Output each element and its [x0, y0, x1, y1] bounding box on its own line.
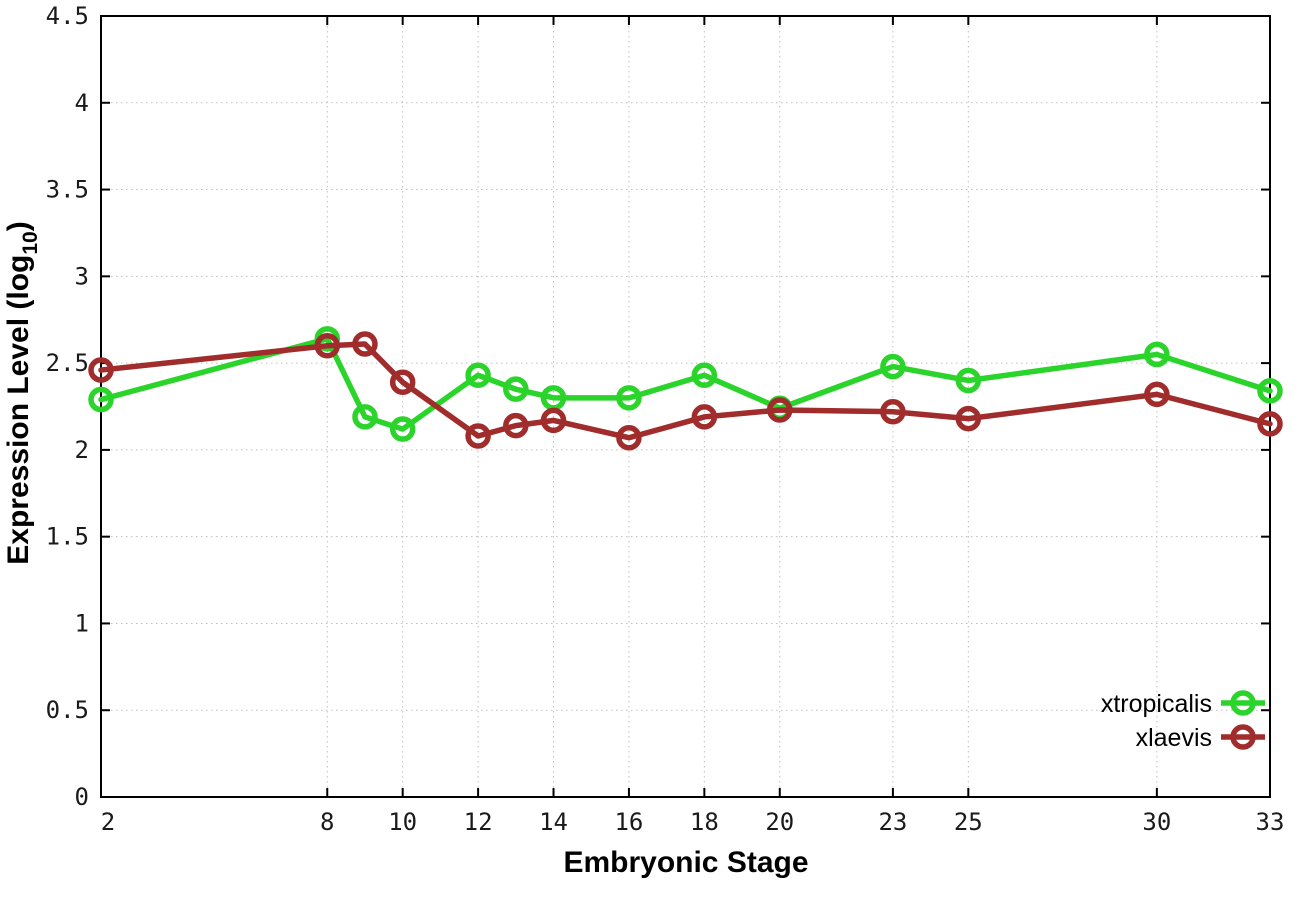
tick-labels: 0 0.5 1 1.5 2 2.5 3 3.5 4 4.5 2 8 10 12 14 16 18 20 23 25 30…: [46, 2, 1285, 836]
data-point-xtropicalis-stage-12: [465, 362, 491, 389]
data-point-xlaevis-stage-9: [352, 331, 378, 357]
data-point-xlaevis-stage-10: [389, 369, 416, 395]
x-tick-label: 33: [1256, 808, 1285, 836]
data-point-xlaevis-stage-8: [314, 333, 341, 359]
x-tick-label: 30: [1142, 808, 1171, 836]
series-line-xtropicalis: [98, 336, 1273, 432]
data-point-xlaevis-stage-23: [880, 398, 906, 425]
y-tick-label: 4.5: [46, 2, 89, 30]
y-tick-label: 0.5: [46, 696, 89, 724]
y-axis-title: Expression Level (log10): [2, 221, 42, 564]
legend: xtropicalis xlaevis: [1101, 690, 1265, 752]
data-point-xtropicalis-stage-2: [88, 386, 114, 413]
data-point-xtropicalis-stage-25: [955, 367, 982, 394]
data-point-xlaevis-stage-14: [540, 407, 567, 434]
y-tick-label: 2: [75, 436, 89, 464]
x-tick-label: 14: [539, 808, 568, 836]
data-point-xtropicalis-stage-13: [503, 376, 529, 402]
x-tick-label: 23: [878, 808, 907, 836]
y-axis-title-subscript: 10: [19, 231, 42, 254]
legend-label-xtropicalis: xtropicalis: [1101, 690, 1212, 718]
y-tick-label: 2.5: [46, 349, 89, 377]
data-point-xtropicalis-stage-30: [1144, 341, 1170, 368]
data-point-xtropicalis-stage-33: [1257, 378, 1283, 404]
x-tick-label: 18: [690, 808, 719, 836]
y-tick-label: 3.5: [46, 176, 89, 204]
x-tick-label: 25: [954, 808, 983, 836]
x-tick-label: 20: [765, 808, 794, 836]
y-tick-label: 3: [75, 262, 89, 290]
data-point-xlaevis-stage-13: [503, 412, 529, 439]
xtropicalis-marker-icon: [1221, 690, 1265, 716]
data-point-xlaevis-stage-30: [1144, 381, 1170, 408]
data-point-xlaevis-stage-16: [616, 424, 642, 451]
data-point-xtropicalis-stage-16: [616, 385, 642, 411]
data-point-xlaevis-stage-2: [88, 357, 114, 383]
data-point-xlaevis-stage-18: [691, 404, 718, 430]
xlaevis-marker-icon: [1221, 724, 1265, 750]
y-axis-title-text: Expression Level (log: [2, 255, 35, 565]
data-point-xlaevis-stage-33: [1257, 411, 1283, 437]
x-tick-label: 12: [464, 808, 493, 836]
data-point-xtropicalis-stage-9: [352, 404, 378, 430]
x-axis-title: Embryonic Stage: [563, 846, 808, 879]
y-tick-label: 1.5: [46, 523, 89, 551]
y-tick-label: 0: [75, 783, 89, 811]
data-point-xtropicalis-stage-18: [691, 362, 718, 389]
y-tick-label: 4: [75, 89, 89, 117]
y-axis-title-suffix: ): [2, 221, 35, 231]
x-tick-label: 10: [388, 808, 417, 836]
data-point-xlaevis-stage-20: [767, 397, 793, 423]
x-tick-label: 16: [614, 808, 643, 836]
x-tick-label: 8: [320, 808, 334, 836]
data-point-xtropicalis-stage-23: [880, 353, 906, 380]
series-line-xlaevis: [98, 341, 1273, 441]
y-tick-label: 1: [75, 609, 89, 637]
series-layer: [88, 326, 1283, 451]
legend-label-xlaevis: xlaevis: [1136, 724, 1212, 752]
grid-layer: [100, 15, 1271, 798]
data-point-xlaevis-stage-25: [955, 405, 982, 432]
data-point-xtropicalis-stage-10: [389, 416, 416, 442]
data-point-xlaevis-stage-12: [465, 423, 491, 449]
plot-border: [100, 15, 1271, 798]
tick-layer: [100, 15, 1271, 798]
x-tick-label: 2: [101, 808, 115, 836]
